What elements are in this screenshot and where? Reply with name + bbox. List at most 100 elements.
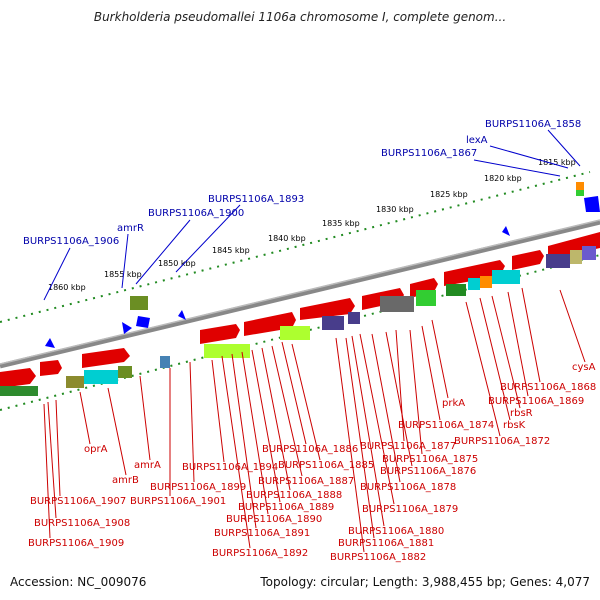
bottom-gene-label[interactable]: BURPS1106A_1889 [238,502,334,513]
top-gene-label[interactable]: BURPS1106A_1867 [381,148,477,159]
bottom-gene-label[interactable]: BURPS1106A_1881 [338,538,434,549]
bottom-gene-label[interactable]: BURPS1106A_1869 [488,396,584,407]
blue-marker[interactable] [136,316,150,328]
kbp-tick-label: 1855 kbp [104,270,142,279]
gene-arrow[interactable] [0,368,36,388]
bottom-gene-labels: cysA BURPS1106A_1868 BURPS1106A_1869rbsRrb… [28,287,596,563]
top-gene-label[interactable]: lexA [466,135,488,146]
chromosome-backbone-highlight [0,219,600,365]
annotation-block [380,296,414,312]
bottom-gene-label[interactable]: oprA [84,444,108,455]
leader-line [473,159,561,177]
leader-line [351,335,385,527]
leader-line [43,403,51,539]
top-gene-label[interactable]: amrR [117,223,144,234]
bottom-gene-label[interactable]: BURPS1106A_1874 [398,420,494,431]
genome-summary-text: Topology: circular; Length: 3,988,455 bp… [260,575,590,589]
top-gene-labels: BURPS1106A_1858 lexA BURPS1106A_1867 BURPS1… [23,119,581,301]
leader-line [189,361,195,483]
kbp-tick-label: 1830 kbp [376,205,414,214]
leader-line [221,355,251,549]
chromosome-backbone [0,219,600,369]
annotation-block [576,190,584,196]
gene-arrow[interactable] [200,324,240,344]
bottom-gene-label[interactable]: BURPS1106A_1894 [182,462,278,473]
kbp-tick-label: 1835 kbp [322,219,360,228]
gene-arrow[interactable] [244,312,296,336]
leader-line [559,289,586,363]
top-gene-label[interactable]: BURPS1106A_1900 [148,208,244,219]
bottom-gene-label[interactable]: BURPS1106A_1888 [246,490,342,501]
bottom-gene-label[interactable]: amrB [112,475,139,486]
outer-tick-track [0,171,591,323]
bottom-gene-label[interactable]: BURPS1106A_1878 [360,482,456,493]
bottom-gene-label[interactable]: BURPS1106A_1899 [150,482,246,493]
bottom-gene-label[interactable]: BURPS1106A_1887 [258,476,354,487]
gene-arrow[interactable] [444,260,505,286]
gene-arrow[interactable] [40,360,62,376]
bottom-gene-label[interactable]: BURPS1106A_1907 [30,496,126,507]
leader-line [107,387,127,476]
kbp-tick-label: 1840 kbp [268,234,306,243]
annotation-block [348,312,360,324]
top-gene-label[interactable]: BURPS1106A_1906 [23,236,119,247]
annotation-block [582,246,596,260]
blue-marker[interactable] [122,322,132,334]
annotation-block [468,278,480,290]
leader-line [547,129,581,167]
bottom-gene-label[interactable]: BURPS1106A_1890 [226,514,322,525]
leader-line [271,345,303,477]
annotation-block [0,386,38,396]
bottom-gene-label[interactable]: BURPS1106A_1891 [214,528,310,539]
bottom-gene-label[interactable]: amrA [134,460,161,471]
bottom-gene-label[interactable]: BURPS1106A_1882 [330,552,426,563]
bottom-gene-label[interactable]: BURPS1106A_1886 [262,444,358,455]
bottom-gene-label[interactable]: rbsR [510,408,533,419]
leader-line [211,359,225,463]
bottom-gene-label[interactable]: BURPS1106A_1908 [34,518,130,529]
leader-line [507,291,529,397]
kbp-tick-label: 1815 kbp [538,158,576,167]
annotation-block [118,366,132,378]
bottom-gene-label[interactable]: BURPS1106A_1876 [380,466,476,477]
annotation-blocks [0,182,596,396]
bottom-gene-label[interactable]: rbsK [503,420,526,431]
leader-line [479,297,511,421]
bottom-gene-label[interactable]: BURPS1106A_1872 [454,436,550,447]
gene-arrow[interactable] [82,348,130,368]
bottom-gene-label[interactable]: BURPS1106A_1880 [348,526,444,537]
bottom-gene-label[interactable]: BURPS1106A_1909 [28,538,124,549]
annotation-block [492,270,520,284]
bottom-gene-label[interactable]: prkA [442,398,465,409]
blue-marker[interactable] [502,226,510,236]
bottom-gene-label[interactable]: BURPS1106A_1885 [278,460,374,471]
bottom-gene-label[interactable]: cysA [572,362,596,373]
bottom-gene-label[interactable]: BURPS1106A_1892 [212,548,308,559]
leader-line [345,337,375,539]
leader-line [465,301,501,437]
bottom-gene-label[interactable]: BURPS1106A_1868 [500,382,596,393]
leader-line [291,343,321,461]
gene-arrow[interactable] [300,298,355,320]
leader-line [521,287,541,383]
kbp-tick-label: 1825 kbp [430,190,468,199]
bottom-gene-label[interactable]: BURPS1106A_1875 [382,454,478,465]
leader-line [47,401,57,519]
gene-arrow[interactable] [512,250,544,270]
accession-text: Accession: NC_009076 [10,575,147,589]
leader-line [121,233,129,289]
bottom-gene-label[interactable]: BURPS1106A_1901 [130,496,226,507]
top-gene-label[interactable]: BURPS1106A_1893 [208,194,304,205]
blue-marker[interactable] [178,310,186,320]
blue-marker[interactable] [584,196,600,212]
bottom-gene-label[interactable]: BURPS1106A_1879 [362,504,458,515]
kbp-tick-label: 1820 kbp [484,174,522,183]
blue-marker[interactable] [45,338,55,348]
annotation-block [546,254,570,268]
leader-line [139,375,151,461]
leader-line [251,349,281,503]
annotation-block [576,182,584,190]
leader-line [241,351,269,515]
gene-arrow[interactable] [548,232,600,260]
top-gene-label[interactable]: BURPS1106A_1858 [485,119,581,130]
